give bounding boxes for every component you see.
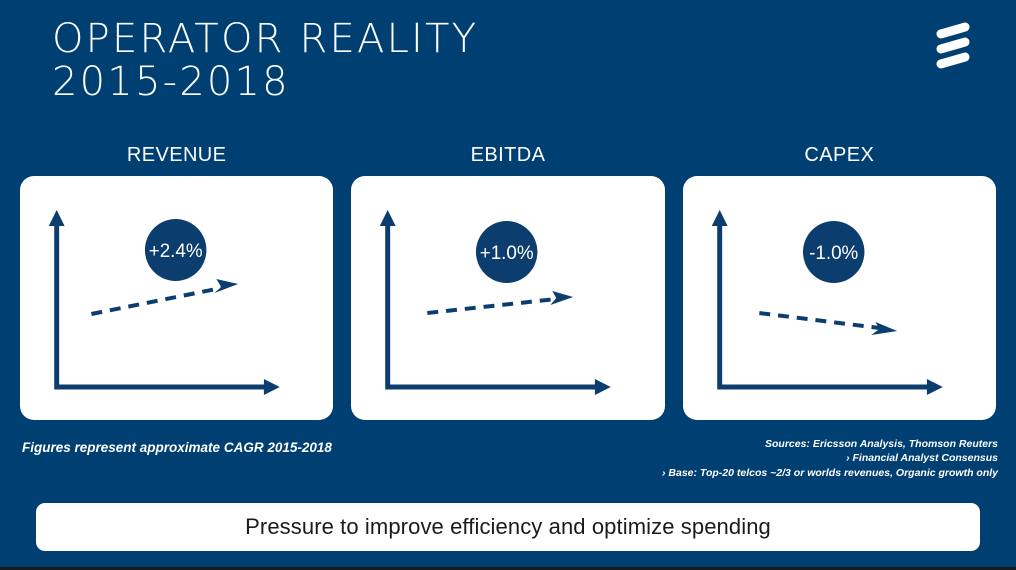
trend-line (91, 286, 222, 316)
y-axis-arrowhead (380, 210, 396, 226)
badge-value: +1.0% (480, 243, 534, 264)
footnote-cagr: Figures represent approximate CAGR 2015-… (22, 440, 332, 455)
badge-circle (476, 221, 538, 283)
sources-line-3: › Base: Top-20 telcos ~2/3 or worlds rev… (662, 466, 998, 479)
badge-circle (802, 221, 865, 283)
metric-columns: REVENUE +2.4% (20, 144, 996, 420)
capex-card: -1.0% (682, 176, 996, 420)
trend-arrowhead (550, 291, 574, 305)
badge-value: -1.0% (809, 243, 858, 264)
column-title-ebitda: EBITDA (470, 144, 546, 166)
x-axis-arrowhead (263, 379, 280, 395)
badge-value: +2.4% (149, 241, 203, 262)
revenue-card: +2.4% (20, 176, 334, 420)
trend-line (758, 311, 880, 330)
sources-block: Sources: Ericsson Analysis, Thomson Reut… (578, 437, 998, 480)
metric-column-revenue: REVENUE +2.4% (20, 144, 334, 420)
metric-column-capex: CAPEX -1.0% (682, 144, 996, 420)
summary-banner-text: Pressure to improve efficiency and optim… (245, 514, 771, 539)
trend-line (427, 297, 557, 315)
sources-line-1: Sources: Ericsson Analysis, Thomson Reut… (764, 438, 998, 450)
trend-arrowhead (214, 279, 239, 293)
column-title-revenue: REVENUE (126, 144, 227, 166)
trend-arrowhead (871, 322, 897, 335)
x-axis-arrowhead (595, 379, 612, 395)
column-title-capex: CAPEX (804, 144, 875, 166)
badge-circle (144, 219, 207, 281)
ebitda-card: +1.0% (351, 176, 665, 420)
y-axis-arrowhead (48, 210, 65, 226)
ericsson-logo (936, 22, 970, 69)
sources-line-2: › Financial Analyst Consensus (846, 452, 998, 465)
summary-banner: Pressure to improve efficiency and optim… (36, 503, 980, 551)
metric-column-ebitda: EBITDA +1.0% (351, 144, 665, 420)
x-axis-arrowhead (926, 379, 943, 395)
page-title: OPERATOR REALITY 2015-2018 (52, 16, 479, 105)
y-axis-arrowhead (711, 210, 728, 226)
